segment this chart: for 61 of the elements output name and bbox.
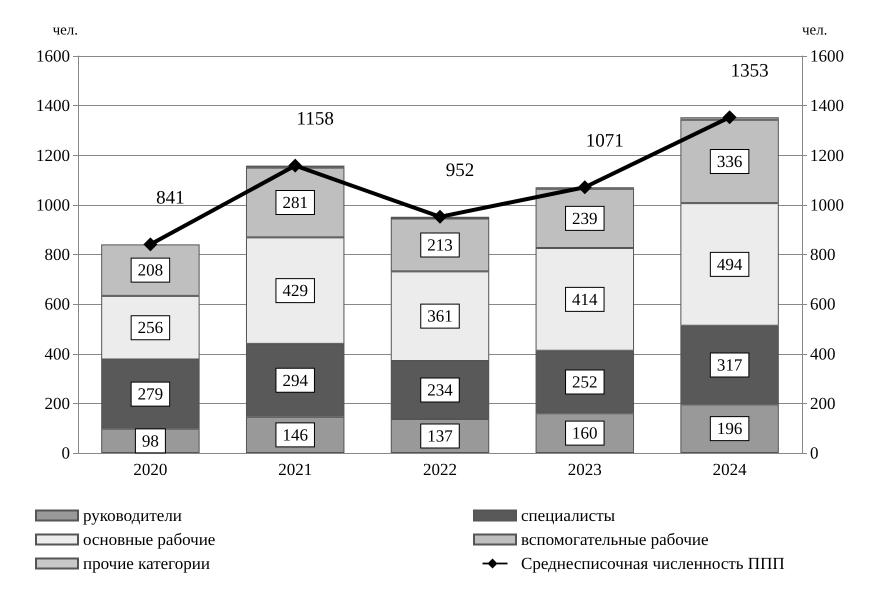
data-label: 494 [716,254,743,274]
x-tick-label: 2020 [133,460,168,479]
data-label: 336 [716,152,742,171]
data-label: 414 [572,290,598,309]
x-tick-label: 2024 [712,460,748,479]
data-label: 429 [282,281,308,300]
legend-label: основные рабочие [83,530,216,549]
data-label: 196 [716,419,742,438]
data-label: 160 [572,424,598,443]
data-label: 213 [427,235,453,254]
data-label: 1071 [586,130,624,152]
y-tick-label: 0 [62,444,70,462]
data-label: 137 [427,426,454,446]
data-label: 239 [572,208,598,228]
y2-tick-label: 200 [810,394,836,413]
y-tick-label: 600 [44,294,70,314]
point [288,158,302,173]
y2-tick-label: 1400 [810,96,844,116]
data-label: 317 [716,356,743,375]
y-tick-label: 1200 [36,146,70,165]
y2-tick-label: 1600 [810,46,844,66]
data-label: 146 [282,425,308,444]
data-label: 1158 [296,108,334,130]
legend-label: вспомогательные рабочие [521,530,709,549]
data-label: 279 [138,384,164,404]
y-tick-label: 1400 [36,96,70,116]
y-tick-label: 1600 [36,46,70,66]
point [722,110,737,124]
y2-axis-title: чел. [802,22,828,38]
data-label: 1353 [730,60,769,82]
legend-label: руководители [83,506,182,525]
legend-label: специалисты [521,506,616,525]
data-label: 952 [446,160,474,181]
data-label: 208 [138,260,164,280]
y2-tick-label: 0 [810,444,818,462]
point [578,180,592,194]
legend-label: прочие категории [83,554,210,573]
y-tick-label: 1000 [36,195,70,214]
x-tick-label: 2023 [568,460,602,479]
x-tick-label: 2021 [278,460,312,479]
data-label: 98 [142,431,159,450]
y2-tick-label: 400 [810,344,836,364]
point [433,210,447,224]
data-label: 841 [156,187,185,208]
y-tick-label: 400 [44,344,70,364]
y2-tick-label: 1200 [810,146,844,165]
y-tick-label: 200 [44,394,70,413]
data-label: 294 [282,370,308,390]
point [143,237,158,252]
data-label: 234 [427,380,454,400]
legend-label: Среднесписочная численность ППП [521,554,785,573]
y-axis-title: чел. [52,22,78,38]
data-label: 281 [282,193,308,212]
data-label: 256 [138,318,164,338]
y2-tick-label: 600 [810,294,836,314]
data-label: 252 [572,372,598,392]
x-tick-label: 2022 [423,460,457,479]
y-tick-label: 800 [44,245,70,264]
data-label: 361 [427,306,453,326]
y2-tick-label: 800 [810,245,836,264]
y2-tick-label: 1000 [810,195,844,214]
